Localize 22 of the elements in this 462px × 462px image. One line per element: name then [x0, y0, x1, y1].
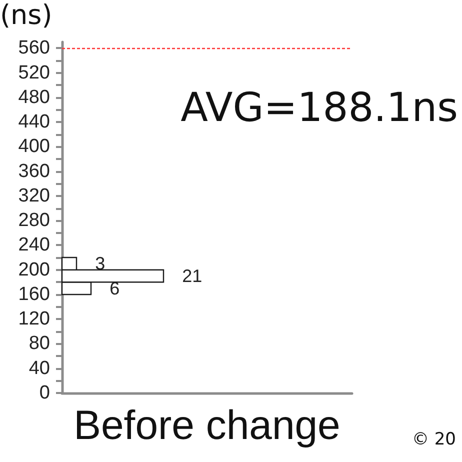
- data-label: 3: [95, 254, 106, 274]
- data-label: 6: [110, 278, 120, 298]
- y-axis-title: (ns): [0, 0, 52, 31]
- y-tick-label: 160: [18, 284, 50, 305]
- y-tick-label: 200: [18, 259, 50, 280]
- y-tick-label: 560: [18, 38, 50, 59]
- y-tick-label: 80: [28, 333, 50, 354]
- y-tick-label: 360: [18, 160, 50, 182]
- y-tick-label: 400: [18, 136, 50, 158]
- y-tick-label: 480: [18, 86, 50, 108]
- x-axis-title: Before change: [74, 402, 340, 448]
- y-tick-label: 240: [18, 234, 50, 256]
- y-tick-label: 0: [39, 382, 50, 404]
- y-tick-label: 440: [18, 112, 50, 133]
- y-tick-label: 120: [18, 308, 50, 330]
- text: © 20: [412, 430, 456, 450]
- text: AVG=188.1ns: [180, 85, 458, 131]
- data-label: 21: [182, 266, 202, 286]
- y-tick-label: 320: [18, 185, 50, 206]
- y-tick-label: 520: [18, 62, 50, 84]
- y-tick-label: 280: [18, 210, 50, 232]
- y-tick-label: 40: [28, 358, 50, 379]
